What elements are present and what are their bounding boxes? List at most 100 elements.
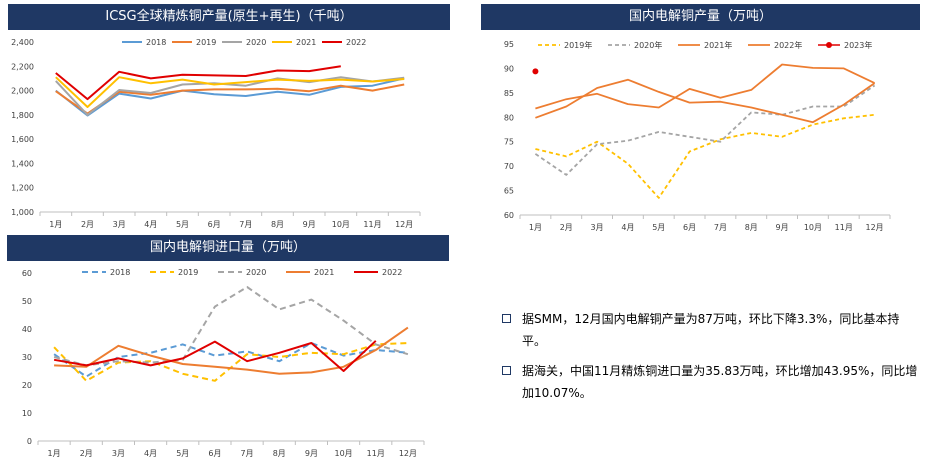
x-tick-label: 12月 bbox=[395, 220, 413, 229]
x-tick-label: 8月 bbox=[745, 223, 758, 232]
series-2020-line bbox=[55, 76, 405, 116]
x-tick-label: 11月 bbox=[363, 220, 381, 229]
x-tick-label: 7月 bbox=[239, 220, 252, 229]
y-tick-label: 50 bbox=[22, 297, 32, 306]
x-tick-label: 1月 bbox=[48, 449, 61, 458]
x-tick-label: 6月 bbox=[208, 220, 221, 229]
legend-label: 2020 bbox=[246, 38, 266, 47]
series-2022年-line bbox=[535, 63, 875, 110]
x-tick-label: 4月 bbox=[144, 220, 157, 229]
y-tick-label: 40 bbox=[22, 325, 32, 334]
x-tick-label: 12月 bbox=[865, 223, 883, 232]
x-tick-label: 10月 bbox=[332, 220, 350, 229]
note-text: 据海关，中国11月精炼铜进口量为35.83万吨，环比增加43.95%，同比增加1… bbox=[522, 364, 918, 400]
x-tick-label: 10月 bbox=[334, 449, 352, 458]
legend-label: 2019年 bbox=[564, 40, 592, 50]
x-tick-label: 3月 bbox=[112, 449, 125, 458]
y-tick-label: 30 bbox=[22, 353, 32, 362]
x-tick-label: 5月 bbox=[176, 449, 189, 458]
legend-marker bbox=[826, 42, 832, 48]
series-2022-line bbox=[55, 65, 341, 101]
legend-label: 2018 bbox=[110, 268, 130, 277]
x-tick-label: 9月 bbox=[303, 220, 316, 229]
x-tick-label: 8月 bbox=[271, 220, 284, 229]
x-tick-label: 2月 bbox=[81, 220, 94, 229]
x-tick-label: 6月 bbox=[208, 449, 221, 458]
legend-label: 2019 bbox=[196, 38, 216, 47]
x-tick-label: 8月 bbox=[273, 449, 286, 458]
y-tick-label: 1,400 bbox=[11, 159, 34, 168]
x-tick-label: 1月 bbox=[49, 220, 62, 229]
y-tick-label: 60 bbox=[22, 269, 32, 278]
series-2023年-point bbox=[532, 68, 539, 75]
series-2021-line bbox=[54, 326, 409, 375]
legend-label: 2022 bbox=[346, 38, 366, 47]
y-tick-label: 90 bbox=[504, 64, 514, 73]
y-tick-label: 20 bbox=[22, 381, 32, 390]
chart-domestic-cathode-output: 60 65 70 75 80 85 90 95 1月 2月 3月 4月 5月 6月 7月 8月 9月 10月 11月… bbox=[504, 40, 891, 232]
x-tick-label: 2月 bbox=[80, 449, 93, 458]
series-2020年-line bbox=[534, 84, 876, 176]
chart-icsg-refined-copper: 1,000 1,200 1,400 1,600 1,800 2,000 2,200 2,400… bbox=[11, 38, 421, 229]
x-tick-label: 5月 bbox=[652, 223, 665, 232]
notes-box: 据SMM，12月国内电解铜产量为87万吨，环比下降3.3%，同比基本持平。 据海… bbox=[500, 308, 920, 404]
x-tick-label: 6月 bbox=[683, 223, 696, 232]
y-tick-label: 2,200 bbox=[11, 62, 34, 71]
note-item: 据海关，中国11月精炼铜进口量为35.83万吨，环比增加43.95%，同比增加1… bbox=[500, 360, 920, 404]
panel-title-imports: 国内电解铜进口量（万吨） bbox=[7, 235, 449, 261]
x-tick-label: 4月 bbox=[621, 223, 634, 232]
y-tick-label: 1,200 bbox=[11, 184, 34, 193]
x-tick-label: 3月 bbox=[591, 223, 604, 232]
note-item: 据SMM，12月国内电解铜产量为87万吨，环比下降3.3%，同比基本持平。 bbox=[500, 308, 920, 352]
x-tick-label: 11月 bbox=[835, 223, 853, 232]
x-tick-label: 12月 bbox=[399, 449, 417, 458]
y-tick-label: 1,800 bbox=[11, 111, 34, 120]
x-tick-label: 11月 bbox=[367, 449, 385, 458]
series-2021年-line bbox=[535, 78, 876, 124]
square-bullet-icon bbox=[502, 366, 511, 375]
x-tick-label: 7月 bbox=[714, 223, 727, 232]
legend-label: 2021年 bbox=[704, 40, 732, 50]
y-tick-label: 80 bbox=[504, 113, 514, 122]
y-tick-label: 60 bbox=[504, 211, 514, 220]
series-2022-line bbox=[53, 340, 377, 372]
y-tick-label: 75 bbox=[504, 138, 514, 147]
legend-label: 2018 bbox=[146, 38, 166, 47]
legend-label: 2021 bbox=[314, 268, 334, 277]
series-2019年-line bbox=[535, 113, 875, 199]
series-2019-line bbox=[55, 83, 405, 115]
legend-label: 2020年 bbox=[634, 40, 662, 50]
y-tick-label: 1,000 bbox=[11, 208, 34, 217]
panel-title-domestic-output: 国内电解铜产量（万吨） bbox=[481, 4, 920, 30]
x-tick-label: 3月 bbox=[113, 220, 126, 229]
x-tick-label: 1月 bbox=[529, 223, 542, 232]
square-bullet-icon bbox=[502, 314, 511, 323]
y-tick-label: 95 bbox=[504, 40, 514, 49]
y-tick-label: 2,000 bbox=[11, 87, 34, 96]
y-tick-label: 10 bbox=[22, 409, 32, 418]
x-tick-label: 9月 bbox=[305, 449, 318, 458]
series-2021-line bbox=[55, 76, 405, 108]
x-tick-label: 10月 bbox=[804, 223, 822, 232]
legend-label: 2019 bbox=[178, 268, 198, 277]
legend-label: 2022年 bbox=[774, 40, 802, 50]
chart-cathode-imports: 0 10 20 30 40 50 60 1月 2月 3月 4月 5月 6月 7月 8月 9月 10月 11月 12月… bbox=[22, 268, 425, 458]
y-tick-label: 65 bbox=[504, 187, 514, 196]
x-tick-label: 9月 bbox=[776, 223, 789, 232]
legend-label: 2021 bbox=[296, 38, 316, 47]
x-tick-label: 4月 bbox=[144, 449, 157, 458]
panel-title-icsg: ICSG全球精炼铜产量(原生+再生)（千吨） bbox=[8, 4, 450, 30]
legend-label: 2022 bbox=[382, 268, 402, 277]
y-tick-label: 1,600 bbox=[11, 135, 34, 144]
x-tick-label: 2月 bbox=[560, 223, 573, 232]
y-tick-label: 2,400 bbox=[11, 38, 34, 47]
y-tick-label: 70 bbox=[504, 162, 514, 171]
x-tick-label: 5月 bbox=[176, 220, 189, 229]
y-tick-label: 0 bbox=[27, 437, 32, 446]
x-tick-label: 7月 bbox=[241, 449, 254, 458]
legend-label: 2020 bbox=[246, 268, 266, 277]
legend-label: 2023年 bbox=[844, 40, 872, 50]
y-tick-label: 85 bbox=[504, 89, 514, 98]
series-2020-line bbox=[53, 286, 409, 367]
note-text: 据SMM，12月国内电解铜产量为87万吨，环比下降3.3%，同比基本持平。 bbox=[522, 312, 900, 348]
